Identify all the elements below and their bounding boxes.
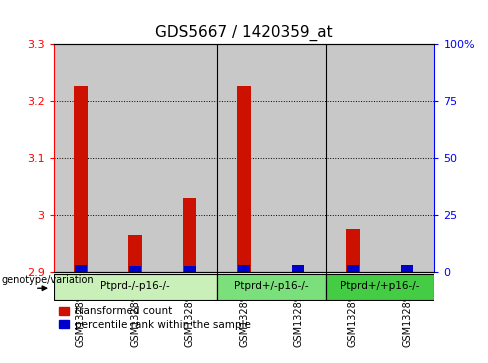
Bar xyxy=(183,266,196,272)
Title: GDS5667 / 1420359_at: GDS5667 / 1420359_at xyxy=(155,25,333,41)
Bar xyxy=(401,265,413,272)
Bar xyxy=(54,44,108,272)
Text: genotype/variation: genotype/variation xyxy=(1,274,94,285)
Bar xyxy=(74,86,88,272)
Text: Ptprd+/-p16-/-: Ptprd+/-p16-/- xyxy=(234,281,308,291)
Bar xyxy=(325,274,434,300)
Bar xyxy=(346,229,360,272)
Bar xyxy=(54,274,217,300)
Bar xyxy=(163,44,217,272)
Bar xyxy=(238,265,250,272)
Bar xyxy=(325,44,380,272)
Bar xyxy=(75,265,87,272)
Bar xyxy=(183,198,196,272)
Text: Ptprd+/+p16-/-: Ptprd+/+p16-/- xyxy=(340,281,420,291)
Bar xyxy=(217,274,325,300)
Bar xyxy=(217,44,271,272)
Bar xyxy=(271,44,325,272)
Bar xyxy=(292,265,305,272)
Bar xyxy=(108,44,163,272)
Bar xyxy=(347,265,359,272)
Bar xyxy=(129,266,141,272)
Bar xyxy=(128,235,142,272)
Text: Ptprd-/-p16-/-: Ptprd-/-p16-/- xyxy=(101,281,170,291)
Legend: transformed count, percentile rank within the sample: transformed count, percentile rank withi… xyxy=(59,306,250,330)
Bar xyxy=(380,44,434,272)
Bar xyxy=(237,86,251,272)
